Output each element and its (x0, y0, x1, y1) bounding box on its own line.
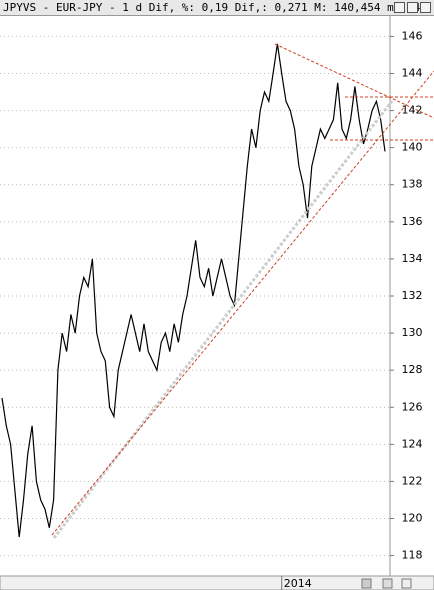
y-tick-label: 144 (402, 66, 423, 79)
title-bar: JPYVS - EUR-JPY - 1 d Dif, %: 0,19 Dif,:… (0, 0, 434, 16)
y-tick-label: 130 (402, 326, 423, 339)
toolbar-icon[interactable] (382, 578, 393, 589)
trend-line (274, 43, 434, 119)
y-tick-label: 146 (402, 29, 423, 42)
plot-area (0, 35, 390, 557)
y-tick-label: 142 (402, 104, 423, 117)
maximize-button[interactable] (407, 2, 418, 13)
y-tick-label: 134 (402, 252, 423, 265)
y-tick-label: 128 (402, 363, 423, 376)
price-line (1, 43, 386, 538)
y-tick-label: 136 (402, 215, 423, 228)
trend-shadow (52, 100, 394, 539)
close-button[interactable] (420, 2, 431, 13)
y-tick-label: 140 (402, 141, 423, 154)
y-tick-label: 120 (402, 512, 423, 525)
y-tick-label: 118 (402, 549, 423, 562)
y-tick-label: 126 (402, 400, 423, 413)
trend-line (51, 70, 434, 536)
x-axis-strip (0, 575, 434, 590)
minimize-button[interactable] (394, 2, 405, 13)
y-tick-label: 132 (402, 289, 423, 302)
toolbar-icon[interactable] (401, 578, 412, 589)
y-tick-label: 122 (402, 474, 423, 487)
y-tick-label: 138 (402, 178, 423, 191)
chart-title: JPYVS - EUR-JPY - 1 d Dif, %: 0,19 Dif,:… (3, 1, 427, 14)
y-tick-label: 124 (402, 437, 423, 450)
toolbar-icon[interactable] (361, 578, 372, 589)
x-tick-label: 2014 (284, 577, 312, 590)
trend-lines (51, 43, 434, 539)
